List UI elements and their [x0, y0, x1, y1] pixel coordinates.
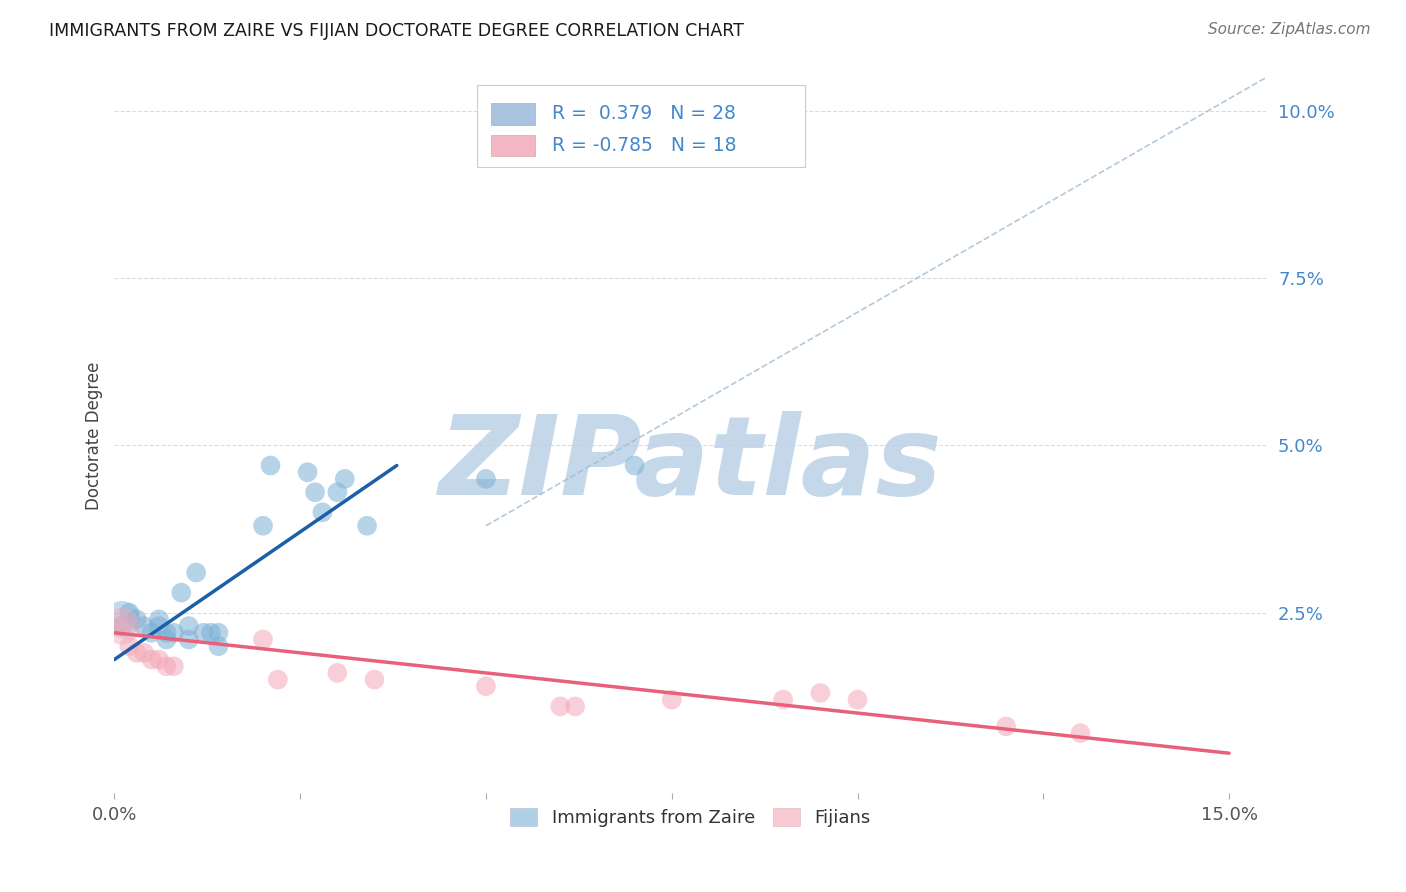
Point — [297, 465, 319, 479]
Point — [548, 699, 571, 714]
Point — [177, 619, 200, 633]
Point — [170, 585, 193, 599]
Point — [808, 686, 831, 700]
Text: ZIPatlas: ZIPatlas — [439, 410, 942, 517]
Point — [111, 619, 134, 633]
Point — [846, 692, 869, 706]
Legend: Immigrants from Zaire, Fijians: Immigrants from Zaire, Fijians — [503, 801, 877, 834]
Point — [259, 458, 281, 473]
Point — [193, 625, 215, 640]
Text: IMMIGRANTS FROM ZAIRE VS FIJIAN DOCTORATE DEGREE CORRELATION CHART: IMMIGRANTS FROM ZAIRE VS FIJIAN DOCTORAT… — [49, 22, 744, 40]
Point — [186, 566, 208, 580]
Point — [304, 485, 326, 500]
Point — [207, 639, 229, 653]
Point — [475, 472, 498, 486]
Point — [155, 625, 177, 640]
Point — [111, 612, 134, 626]
Point — [252, 518, 274, 533]
Point — [267, 673, 290, 687]
Point — [134, 646, 156, 660]
Point — [134, 619, 156, 633]
Point — [333, 472, 356, 486]
Point — [163, 659, 186, 673]
Point — [200, 625, 222, 640]
Point — [118, 639, 141, 653]
Point — [326, 665, 349, 680]
Point — [125, 612, 148, 626]
FancyBboxPatch shape — [491, 103, 534, 125]
Point — [995, 719, 1018, 733]
Point — [125, 646, 148, 660]
Point — [623, 458, 645, 473]
Point — [772, 692, 794, 706]
Point — [148, 612, 170, 626]
Y-axis label: Doctorate Degree: Doctorate Degree — [86, 361, 103, 509]
Point — [111, 619, 134, 633]
Point — [1069, 726, 1091, 740]
Point — [177, 632, 200, 647]
FancyBboxPatch shape — [491, 135, 534, 156]
Point — [141, 625, 163, 640]
Point — [207, 625, 229, 640]
Text: R = -0.785   N = 18: R = -0.785 N = 18 — [553, 136, 737, 155]
Point — [356, 518, 378, 533]
Point — [564, 699, 586, 714]
Point — [661, 692, 683, 706]
Point — [475, 679, 498, 693]
Text: R =  0.379   N = 28: R = 0.379 N = 28 — [553, 104, 735, 123]
Point — [148, 619, 170, 633]
Point — [163, 625, 186, 640]
Point — [326, 485, 349, 500]
Point — [155, 659, 177, 673]
Point — [155, 632, 177, 647]
Point — [311, 505, 333, 519]
Point — [148, 652, 170, 666]
Point — [252, 632, 274, 647]
Point — [363, 673, 385, 687]
Point — [118, 606, 141, 620]
Point — [141, 652, 163, 666]
Text: Source: ZipAtlas.com: Source: ZipAtlas.com — [1208, 22, 1371, 37]
Point — [111, 619, 134, 633]
FancyBboxPatch shape — [477, 85, 806, 167]
